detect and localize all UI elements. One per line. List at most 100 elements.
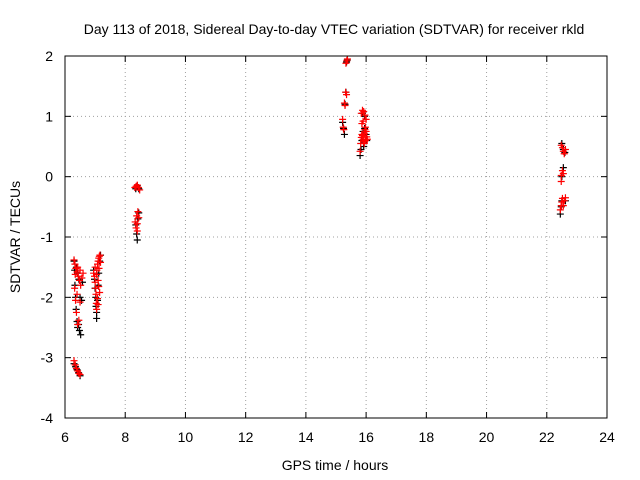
data-point: [76, 298, 84, 306]
data-point: [133, 230, 141, 238]
y-tick-label: 1: [45, 108, 53, 124]
data-points: [70, 55, 569, 380]
data-point: [75, 275, 83, 283]
data-point: [341, 101, 349, 109]
data-point: [97, 258, 105, 266]
data-point: [362, 127, 370, 135]
x-tick-label: 6: [61, 429, 69, 445]
data-point: [96, 251, 104, 259]
data-point: [561, 149, 569, 157]
data-point: [75, 369, 83, 377]
y-axis-label: SDTVAR / TECUs: [7, 181, 23, 293]
data-point: [133, 220, 141, 228]
data-point: [76, 371, 84, 379]
y-axis-ticks: -4 -3 -2 -1 0 1 2: [41, 48, 607, 426]
data-point: [339, 115, 347, 123]
data-point: [558, 173, 566, 181]
data-point: [361, 111, 369, 119]
data-point: [343, 55, 351, 63]
x-axis-label: GPS time / hours: [282, 457, 389, 473]
series-series_a: [70, 56, 569, 380]
data-point: [72, 296, 80, 304]
data-point: [133, 227, 141, 235]
data-point: [93, 270, 101, 278]
y-tick-label: -1: [41, 229, 54, 245]
data-point: [91, 263, 99, 271]
data-point: [78, 274, 86, 282]
data-point: [71, 284, 79, 292]
data-point: [132, 224, 140, 232]
data-point: [560, 150, 568, 158]
x-tick-label: 14: [298, 429, 314, 445]
data-point: [70, 256, 78, 264]
data-point: [558, 139, 566, 147]
x-tick-label: 24: [599, 429, 615, 445]
data-point: [93, 305, 101, 313]
data-point: [71, 361, 79, 369]
data-point: [90, 269, 98, 277]
data-point: [73, 366, 81, 374]
data-point: [358, 106, 366, 114]
data-point: [340, 126, 348, 134]
y-tick-label: 0: [45, 169, 53, 185]
data-point: [362, 123, 370, 131]
data-point: [75, 316, 83, 324]
x-tick-label: 8: [121, 429, 129, 445]
x-tick-label: 18: [419, 429, 435, 445]
data-point: [95, 282, 103, 290]
y-tick-label: -2: [41, 289, 54, 305]
data-point: [72, 308, 80, 316]
data-point: [79, 269, 87, 277]
data-point: [340, 130, 348, 138]
data-point: [360, 139, 368, 147]
x-tick-label: 10: [178, 429, 194, 445]
data-point: [360, 108, 368, 116]
data-point: [76, 266, 84, 274]
data-point: [94, 301, 102, 309]
chart-title: Day 113 of 2018, Sidereal Day-to-day VTE…: [84, 21, 585, 37]
x-tick-label: 16: [358, 429, 374, 445]
data-point: [77, 331, 85, 339]
data-point: [94, 276, 102, 284]
data-point: [362, 136, 370, 144]
data-point: [559, 170, 567, 178]
data-point: [134, 208, 142, 216]
data-point: [136, 186, 144, 194]
x-tick-label: 22: [539, 429, 555, 445]
data-point: [96, 289, 104, 297]
data-point: [135, 214, 143, 222]
grid: [65, 56, 607, 418]
data-point: [561, 194, 569, 202]
data-point: [557, 177, 565, 185]
data-point: [95, 252, 103, 260]
x-axis-ticks: 6 8 10 12 14 16 18 20 22 24: [61, 56, 615, 445]
data-point: [561, 146, 569, 154]
data-point: [75, 327, 83, 335]
data-point: [343, 91, 351, 99]
series-series_b: [70, 55, 569, 379]
data-point: [92, 290, 100, 298]
data-point: [95, 264, 103, 272]
data-point: [72, 264, 80, 272]
data-point: [558, 167, 566, 175]
data-point: [359, 117, 367, 125]
x-tick-label: 12: [238, 429, 254, 445]
data-point: [559, 202, 567, 210]
x-tick-label: 20: [479, 429, 495, 445]
data-point: [71, 270, 79, 278]
data-point: [559, 164, 567, 172]
data-point: [70, 357, 78, 365]
y-tick-label: -4: [41, 410, 54, 426]
y-tick-label: 2: [45, 48, 53, 64]
data-point: [356, 147, 364, 155]
data-point: [133, 236, 141, 244]
data-point: [93, 314, 101, 322]
data-point: [74, 320, 82, 328]
data-point: [556, 206, 564, 214]
data-point: [94, 295, 102, 303]
data-point: [77, 281, 85, 289]
data-point: [73, 290, 81, 298]
y-tick-label: -3: [41, 350, 54, 366]
data-point: [560, 197, 568, 205]
